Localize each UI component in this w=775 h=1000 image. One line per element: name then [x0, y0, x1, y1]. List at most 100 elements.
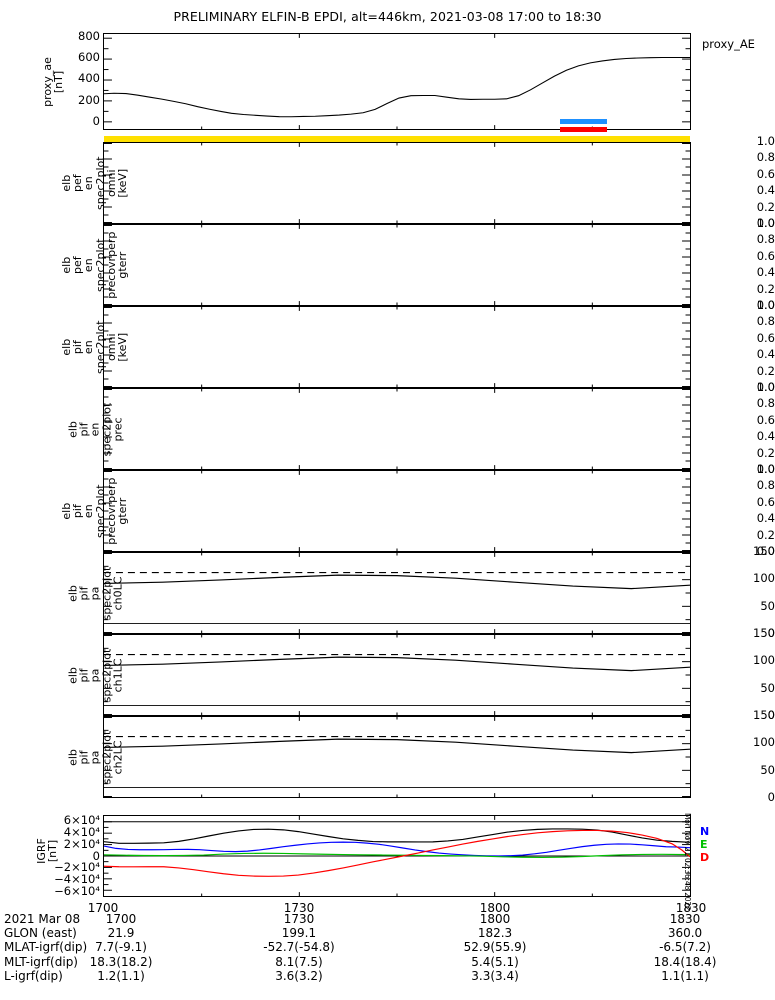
- ytick: 150: [753, 544, 775, 558]
- ytick: 2×10⁴: [63, 837, 100, 851]
- ytick: 0.8: [756, 396, 775, 411]
- panel-elb-pif-en-omni: [103, 306, 691, 388]
- ytick: 150: [753, 708, 775, 722]
- ytick: 200: [78, 93, 100, 107]
- ytick: 6×10⁴: [63, 813, 100, 827]
- footer-row-key: GLON (east): [4, 926, 77, 941]
- ytick: 0: [92, 114, 100, 128]
- ytick: 100: [753, 653, 775, 668]
- spec-axis-ticks: [104, 225, 690, 305]
- footer-row-value: 18.4(18.4): [653, 954, 717, 969]
- ytick: 50: [760, 598, 775, 613]
- footer-row-value: 5.4(5.1): [471, 954, 519, 969]
- footer-row-value: 360.0: [667, 926, 703, 941]
- panel-elb-pef-en-precovrperp: [103, 224, 691, 306]
- ytick: 400: [78, 71, 100, 85]
- ytick: 100: [753, 571, 775, 586]
- proxy-ae-series-label: proxy_AE: [702, 37, 755, 51]
- footer-row-value: 1730: [283, 912, 315, 926]
- panel-elb-pif-en-precovrperp: [103, 470, 691, 552]
- footer-row-value: 1.2(1.1): [97, 968, 145, 983]
- footer-row-value: 1.1(1.1): [661, 968, 709, 983]
- footer-row-key: L-igrf(dip): [4, 968, 63, 983]
- x-tick-label: 1700: [87, 901, 119, 915]
- ytick: 150: [753, 626, 775, 640]
- ytick: 0.8: [756, 314, 775, 329]
- footer-row-value: 18.3(18.2): [89, 954, 153, 969]
- ytick: 0.8: [756, 232, 775, 247]
- pitch-angle-curve-ch0lc: [104, 553, 690, 633]
- footer-row-value: 1830: [669, 912, 701, 926]
- igrf-legend-n: N: [700, 825, 710, 838]
- panel-igrf-axis-title: IGRF [nT]: [35, 838, 60, 864]
- panel-proxy-ae-axis-title: proxy_ae [nT]: [41, 57, 66, 107]
- ytick: 600: [78, 50, 100, 64]
- ytick: 100: [753, 735, 775, 750]
- ytick: 0.6: [756, 412, 775, 427]
- ytick: 1.0: [756, 380, 775, 394]
- spec-axis-ticks: [104, 307, 690, 387]
- ytick: 1.0: [756, 134, 775, 148]
- panel-proxy-ae-plot-area: [104, 34, 690, 129]
- ytick: 0.6: [756, 248, 775, 263]
- footer-row-value: 199.1: [281, 926, 317, 941]
- event-bar-yellow: [104, 136, 690, 143]
- footer-row-value: 1700: [105, 912, 137, 926]
- page-title: PRELIMINARY ELFIN-B EPDI, alt=446km, 202…: [173, 9, 602, 24]
- ytick: 1.0: [756, 462, 775, 476]
- footer-row-value: 3.6(3.2): [275, 968, 323, 983]
- panel-elb-pif-pa-ch1lc: [103, 634, 691, 716]
- footer-row-value: -6.5(7.2): [659, 940, 711, 955]
- ytick: 0.6: [756, 330, 775, 345]
- ytick: 0.8: [756, 150, 775, 165]
- spec-axis-ticks: [104, 471, 690, 551]
- ytick: 800: [78, 29, 100, 43]
- panel-elb-pif-pa-ch0lc: [103, 552, 691, 634]
- ytick: 0: [92, 849, 100, 863]
- pitch-angle-curve-ch2lc: [104, 717, 690, 797]
- igrf-legend-e: E: [700, 838, 708, 851]
- ytick: 0.4: [756, 511, 775, 526]
- footer-table: 2021 Mar 08 1700 1730 1800 1830 GLON (east) 21…: [0, 912, 775, 983]
- ytick: 0.8: [756, 478, 775, 493]
- event-bar-red: [560, 127, 607, 132]
- x-tick-label: 1800: [479, 901, 511, 915]
- panel-elb-pef-en-omni: [103, 142, 691, 224]
- footer-row-value: 52.9(55.9): [463, 940, 527, 955]
- panel-igrf: [103, 815, 691, 897]
- ytick: 0.4: [756, 429, 775, 444]
- ytick: 0.0: [756, 298, 775, 312]
- ytick: 0: [767, 790, 775, 804]
- footer-row-key: MLT-igrf(dip): [4, 954, 78, 969]
- footer-row-value: 182.3: [477, 926, 513, 941]
- footer-row-value: 21.9: [107, 926, 135, 941]
- ytick: 4×10⁴: [63, 825, 100, 839]
- footer-row-value: 3.3(3.4): [471, 968, 519, 983]
- spec-axis-ticks: [104, 389, 690, 469]
- ytick: 50: [760, 762, 775, 777]
- panel-elb-pif-en-prec: [103, 388, 691, 470]
- ytick: 0: [767, 708, 775, 722]
- ytick: 50: [760, 680, 775, 695]
- panel-proxy-ae: [103, 33, 691, 130]
- ytick: 0.6: [756, 494, 775, 509]
- footer-row-value: -52.7(-54.8): [263, 940, 335, 955]
- footnotes: nflux: #/(cm^2 s ar MeV) Created: Mon No…: [0, 976, 775, 1000]
- ytick: 0.0: [756, 462, 775, 476]
- footer-row: MLT-igrf(dip) 18.3(18.2) 8.1(7.5) 5.4(5.1) 1…: [0, 955, 775, 969]
- ytick: −6×10⁴: [54, 884, 100, 898]
- ytick: −4×10⁴: [54, 872, 100, 886]
- footer-row-key: 2021 Mar 08: [4, 912, 81, 926]
- ytick: 1.0: [756, 298, 775, 312]
- ytick: 0.2: [756, 281, 775, 296]
- footer-row: L-igrf(dip) 1.2(1.1) 3.6(3.2) 3.3(3.4) 1.1(1…: [0, 969, 775, 983]
- footer-row-value: 8.1(7.5): [275, 954, 323, 969]
- ytick: 0.0: [756, 544, 775, 558]
- footer-row: MLAT-igrf(dip) 7.7(-9.1) -52.7(-54.8) 52.9(…: [0, 940, 775, 954]
- ytick: 0.2: [756, 527, 775, 542]
- footer-row-key: MLAT-igrf(dip): [4, 940, 88, 955]
- spec-axis-ticks: [104, 143, 690, 223]
- ytick: 0.4: [756, 183, 775, 198]
- igrf-curves: [104, 816, 690, 896]
